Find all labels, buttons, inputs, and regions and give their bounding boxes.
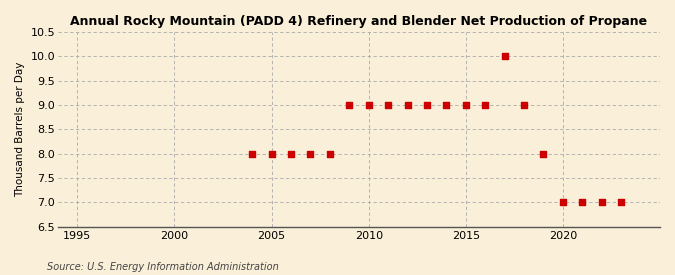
Point (363, 103, 374, 107)
Point (266, 152, 277, 156)
Point (616, 200, 626, 204)
Text: Source: U.S. Energy Information Administration: Source: U.S. Energy Information Administ… (47, 262, 279, 272)
Point (305, 152, 316, 156)
Point (344, 103, 354, 107)
Point (596, 200, 607, 204)
Point (325, 152, 335, 156)
Point (402, 103, 413, 107)
Point (441, 103, 452, 107)
Point (247, 152, 258, 156)
Point (518, 103, 529, 107)
Point (558, 200, 568, 204)
Point (538, 152, 549, 156)
Point (577, 200, 588, 204)
Point (460, 103, 471, 107)
Point (500, 54, 510, 59)
Point (480, 103, 491, 107)
Point (383, 103, 394, 107)
Point (422, 103, 433, 107)
Y-axis label: Thousand Barrels per Day: Thousand Barrels per Day (15, 62, 25, 197)
Point (286, 152, 296, 156)
Title: Annual Rocky Mountain (PADD 4) Refinery and Blender Net Production of Propane: Annual Rocky Mountain (PADD 4) Refinery … (70, 15, 647, 28)
